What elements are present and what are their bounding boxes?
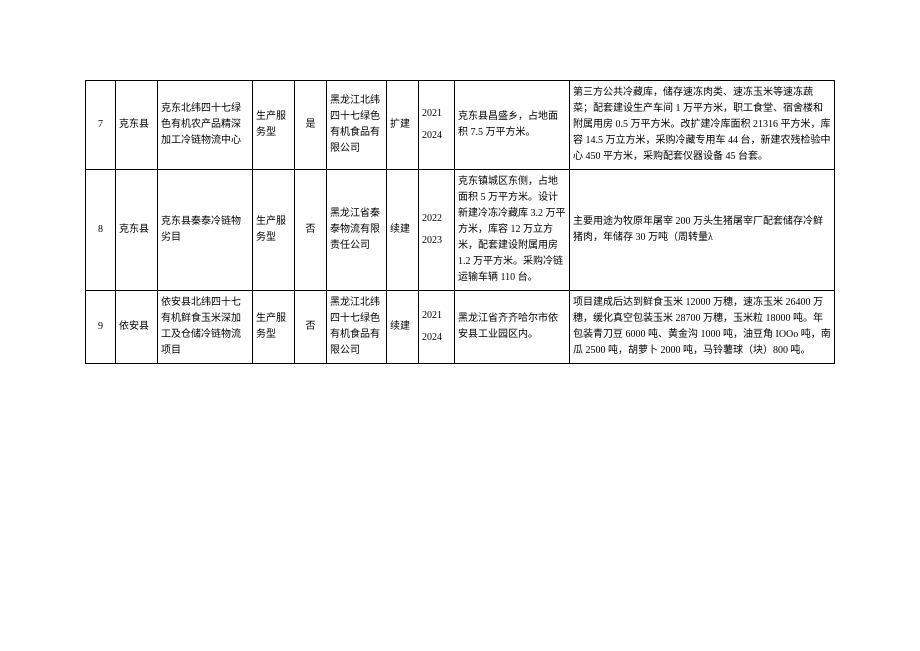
cell-county: 依安县: [116, 291, 158, 364]
project-table: 7 克东县 克东北纬四十七绿色有机农产品精深加工冷链物流中心 生产服务型 是 黑…: [85, 80, 835, 364]
cell-desc: 主要用途为牧原年屠宰 200 万头生猪屠宰厂配套储存冷鲜猪肉，年储存 30 万吨…: [570, 170, 835, 291]
cell-num: 8: [86, 170, 116, 291]
cell-company: 黑龙江北纬四十七绿色有机食品有限公司: [327, 81, 387, 170]
cell-num: 7: [86, 81, 116, 170]
table-row: 8 克东县 克东县秦泰冷链物劣目 生产服务型 否 黑龙江省秦泰物流有限责任公司 …: [86, 170, 835, 291]
cell-num: 9: [86, 291, 116, 364]
cell-build: 扩建: [387, 81, 419, 170]
cell-yn: 是: [295, 81, 327, 170]
cell-desc: 项目建成后达到鲜食玉米 12000 万穗，速冻玉米 26400 万穗，缓化真空包…: [570, 291, 835, 364]
cell-company: 黑龙江省秦泰物流有限责任公司: [327, 170, 387, 291]
cell-build: 续建: [387, 291, 419, 364]
cell-project: 依安县北纬四十七有机鲜食玉米深加工及仓储冷链物流项目: [158, 291, 253, 364]
cell-yn: 否: [295, 291, 327, 364]
cell-location: 克东县昌盛乡，占地面积 7.5 万平方米。: [455, 81, 570, 170]
table-row: 7 克东县 克东北纬四十七绿色有机农产品精深加工冷链物流中心 生产服务型 是 黑…: [86, 81, 835, 170]
cell-location: 克东镇城区东侧，占地面积 5 万平方米。设计新建冷冻冷藏库 3.2 万平方米，库…: [455, 170, 570, 291]
table-row: 9 依安县 依安县北纬四十七有机鲜食玉米深加工及仓储冷链物流项目 生产服务型 否…: [86, 291, 835, 364]
cell-project: 克东县秦泰冷链物劣目: [158, 170, 253, 291]
cell-project: 克东北纬四十七绿色有机农产品精深加工冷链物流中心: [158, 81, 253, 170]
cell-yn: 否: [295, 170, 327, 291]
cell-type: 生产服务型: [253, 81, 295, 170]
cell-year: 20222023: [419, 170, 455, 291]
cell-type: 生产服务型: [253, 291, 295, 364]
cell-type: 生产服务型: [253, 170, 295, 291]
cell-year: 20212024: [419, 291, 455, 364]
cell-build: 续建: [387, 170, 419, 291]
cell-desc: 第三方公共冷藏库，储存速冻肉类、速冻玉米等速冻蔬菜；配套建设生产车间 1 万平方…: [570, 81, 835, 170]
cell-company: 黑龙江北纬四十七绿色有机食品有限公司: [327, 291, 387, 364]
cell-year: 20212024: [419, 81, 455, 170]
cell-location: 黑龙江省齐齐哈尔市依安县工业园区内。: [455, 291, 570, 364]
cell-county: 克东县: [116, 170, 158, 291]
cell-county: 克东县: [116, 81, 158, 170]
